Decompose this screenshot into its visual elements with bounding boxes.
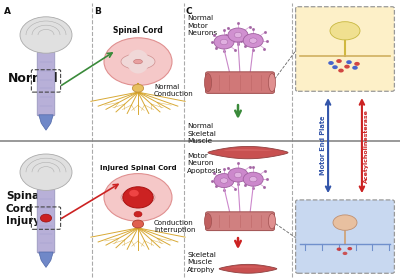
Circle shape [40, 214, 52, 222]
Circle shape [243, 34, 263, 48]
Text: Motor
Neuron
Apoptosis: Motor Neuron Apoptosis [187, 153, 222, 174]
Polygon shape [231, 266, 265, 268]
Ellipse shape [268, 73, 276, 92]
Circle shape [234, 172, 242, 178]
Polygon shape [219, 264, 277, 273]
Circle shape [214, 35, 234, 49]
Circle shape [347, 247, 352, 250]
Ellipse shape [121, 190, 155, 205]
Circle shape [228, 168, 248, 182]
Text: Spinal
Cord
Injury: Spinal Cord Injury [6, 191, 43, 226]
Polygon shape [208, 146, 288, 159]
FancyBboxPatch shape [206, 212, 274, 231]
Circle shape [20, 17, 72, 53]
Text: Injured Spinal Cord: Injured Spinal Cord [100, 165, 176, 171]
FancyBboxPatch shape [37, 52, 55, 116]
Text: Conduction
Interruption: Conduction Interruption [154, 220, 196, 233]
Circle shape [104, 38, 172, 85]
Circle shape [234, 32, 242, 38]
Circle shape [220, 178, 228, 183]
Circle shape [337, 248, 341, 251]
Circle shape [20, 154, 72, 190]
Circle shape [250, 38, 257, 43]
Text: D: D [294, 7, 302, 16]
Circle shape [132, 220, 144, 228]
Ellipse shape [204, 73, 212, 92]
FancyBboxPatch shape [206, 72, 274, 94]
Ellipse shape [134, 59, 142, 64]
Circle shape [342, 252, 347, 255]
Polygon shape [224, 149, 272, 151]
Circle shape [134, 211, 142, 217]
Circle shape [132, 84, 144, 92]
Ellipse shape [333, 215, 357, 230]
Ellipse shape [204, 213, 212, 229]
Circle shape [354, 62, 360, 66]
Circle shape [129, 190, 139, 197]
Circle shape [243, 172, 263, 186]
Text: Normal
Conduction: Normal Conduction [154, 84, 194, 97]
Circle shape [220, 39, 228, 45]
Text: Spinal Cord: Spinal Cord [113, 26, 163, 35]
Circle shape [104, 174, 172, 221]
Circle shape [214, 174, 234, 188]
Text: A: A [4, 7, 11, 16]
Ellipse shape [121, 54, 155, 69]
FancyBboxPatch shape [296, 7, 394, 91]
Circle shape [336, 59, 342, 63]
FancyBboxPatch shape [296, 200, 394, 273]
Ellipse shape [127, 50, 149, 74]
Text: Motor End Plate: Motor End Plate [320, 116, 326, 175]
Ellipse shape [268, 213, 276, 229]
Text: Normal: Normal [8, 72, 59, 85]
Circle shape [123, 187, 153, 208]
Ellipse shape [127, 186, 149, 209]
Circle shape [332, 65, 338, 69]
FancyBboxPatch shape [37, 189, 55, 253]
Circle shape [250, 177, 257, 182]
Text: C: C [186, 7, 193, 16]
Circle shape [344, 65, 350, 69]
Text: Skeletal
Muscle
Atrophy: Skeletal Muscle Atrophy [187, 252, 216, 273]
Text: Normal
Skeletal
Muscle: Normal Skeletal Muscle [187, 123, 216, 144]
Polygon shape [39, 115, 53, 130]
Text: Acetylcholinesterase: Acetylcholinesterase [364, 109, 369, 183]
Text: B: B [94, 7, 101, 16]
Polygon shape [39, 252, 53, 267]
Circle shape [328, 61, 334, 65]
Ellipse shape [330, 22, 360, 40]
Text: Normal
Motor
Neurons: Normal Motor Neurons [187, 15, 217, 36]
Circle shape [228, 28, 248, 42]
Circle shape [338, 69, 344, 73]
Circle shape [346, 60, 352, 64]
Circle shape [352, 66, 358, 70]
